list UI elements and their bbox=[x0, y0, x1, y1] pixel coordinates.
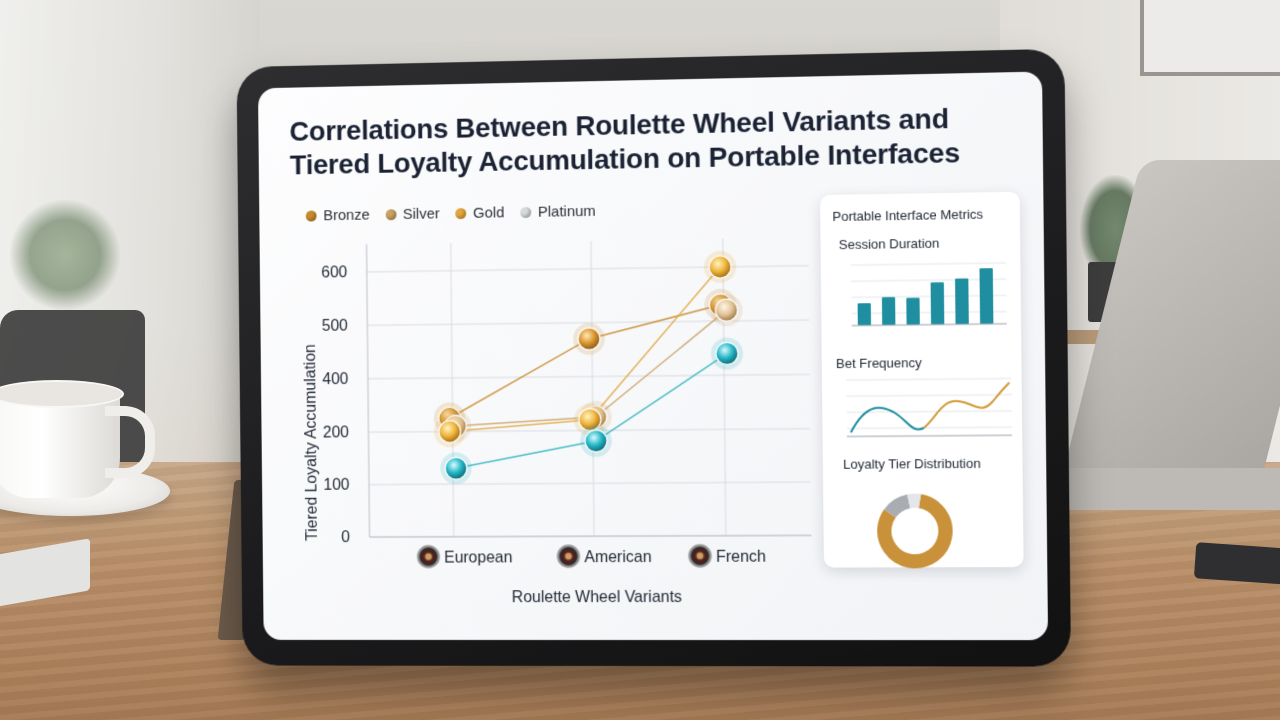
y-axis-line bbox=[367, 244, 370, 537]
wall-picture-frame bbox=[1140, 0, 1280, 76]
session-duration-title: Session Duration bbox=[838, 235, 940, 253]
bet-line-gold bbox=[924, 383, 1010, 428]
mini-gridline bbox=[847, 427, 1012, 428]
session-bar bbox=[930, 282, 945, 325]
session-bar bbox=[881, 296, 896, 326]
y-axis-label: Tiered Loyalty Accumulation bbox=[302, 344, 321, 541]
bet-frequency-chart bbox=[822, 370, 1023, 453]
coffee-cup-rim bbox=[0, 380, 124, 408]
data-point-silver bbox=[715, 299, 737, 321]
data-point-platinum bbox=[716, 342, 738, 364]
roulette-wheel-hub-icon bbox=[696, 552, 704, 559]
y-tick-label: 100 bbox=[323, 477, 349, 494]
mini-gridline bbox=[847, 411, 1012, 412]
roulette-wheel-hub-icon bbox=[565, 553, 572, 560]
data-point-platinum bbox=[445, 457, 467, 479]
blurred-plant-left bbox=[10, 200, 120, 310]
data-point-gold bbox=[579, 409, 601, 431]
coffee-cup-handle bbox=[105, 406, 155, 478]
mini-gridline bbox=[846, 395, 1011, 397]
mini-axis bbox=[847, 435, 1012, 436]
y-tick-label: 600 bbox=[321, 264, 347, 281]
loyalty-distribution-title: Loyalty Tier Distribution bbox=[843, 455, 981, 472]
gridline-x bbox=[591, 241, 594, 536]
gridline-y bbox=[369, 482, 811, 485]
x-category-label: European bbox=[444, 549, 512, 566]
laptop-base bbox=[1048, 468, 1280, 510]
data-point-platinum bbox=[585, 430, 607, 452]
session-bar bbox=[955, 278, 969, 325]
mini-axis bbox=[852, 324, 1007, 326]
session-bar bbox=[979, 268, 994, 325]
x-axis-line bbox=[370, 535, 812, 537]
tablet-screen: Correlations Between Roulette Wheel Vari… bbox=[258, 71, 1049, 641]
metrics-side-panel: Portable Interface Metrics Session Durat… bbox=[820, 191, 1024, 568]
x-category-label: American bbox=[584, 549, 651, 566]
data-point-bronze bbox=[578, 328, 600, 350]
session-duration-chart bbox=[821, 253, 1022, 347]
x-axis-label: Roulette Wheel Variants bbox=[512, 589, 682, 606]
gridline-y bbox=[368, 374, 810, 378]
gridline-x bbox=[451, 243, 454, 537]
gridline-x bbox=[723, 239, 726, 536]
roulette-wheel-icon bbox=[418, 546, 440, 568]
mini-gridline bbox=[846, 378, 1011, 380]
mini-gridline bbox=[851, 263, 1006, 265]
y-tick-label: 500 bbox=[322, 318, 348, 335]
panel-title: Portable Interface Metrics bbox=[832, 206, 984, 225]
bet-frequency-title: Bet Frequency bbox=[835, 355, 922, 372]
y-tick-label: 200 bbox=[323, 424, 349, 441]
session-bar bbox=[906, 297, 920, 325]
loyalty-distribution-donut bbox=[823, 472, 1024, 574]
session-bar bbox=[857, 303, 872, 326]
tablet-device: Correlations Between Roulette Wheel Vari… bbox=[236, 48, 1072, 667]
y-tick-label: 0 bbox=[341, 529, 350, 546]
y-tick-label: 400 bbox=[322, 371, 348, 388]
gridline-y bbox=[367, 266, 809, 272]
data-point-gold bbox=[439, 421, 461, 443]
x-category-label: French bbox=[716, 549, 766, 566]
data-point-gold bbox=[709, 256, 731, 278]
